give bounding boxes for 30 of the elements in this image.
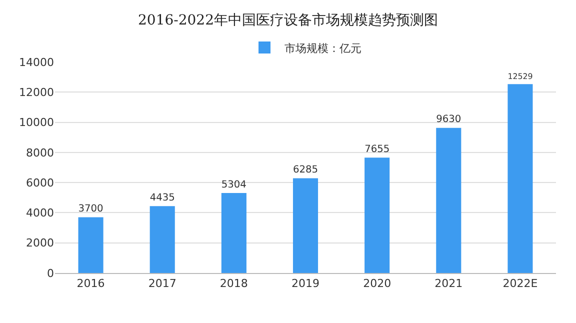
y-tick-label: 0 — [47, 266, 54, 280]
data-label: 4435 — [150, 192, 175, 204]
x-tick-label: 2019 — [292, 277, 320, 290]
y-tick-label: 8000 — [26, 146, 54, 160]
y-tick-label: 12000 — [19, 86, 54, 99]
data-label: 9630 — [436, 114, 462, 126]
data-label: 6285 — [292, 164, 318, 176]
x-tick-label: 2018 — [220, 277, 248, 290]
data-label: 5304 — [221, 179, 246, 190]
bar — [78, 217, 104, 273]
bar — [150, 206, 175, 273]
y-tick-label: 14000 — [19, 56, 54, 69]
y-tick-label: 4000 — [26, 206, 54, 220]
bar — [508, 84, 533, 273]
x-tick-label: 2016 — [76, 277, 105, 290]
x-tick-label: 2017 — [148, 277, 176, 290]
data-label: 7655 — [364, 144, 390, 155]
y-tick-label: 10000 — [19, 116, 54, 130]
x-tick-label: 2020 — [363, 277, 392, 290]
legend-label: 市场规模：亿元 — [284, 42, 362, 55]
bar — [436, 128, 462, 273]
chart-title: 2016-2022年中国医疗设备市场规模趋势预测图 — [138, 12, 438, 28]
x-tick-label: 2022E — [502, 277, 538, 290]
bar — [221, 193, 246, 273]
y-tick-label: 2000 — [26, 236, 54, 250]
data-label: 3700 — [78, 204, 104, 215]
bar — [292, 178, 318, 273]
y-tick-label: 6000 — [26, 176, 54, 190]
x-tick-label: 2021 — [434, 277, 463, 290]
bar — [364, 158, 390, 273]
